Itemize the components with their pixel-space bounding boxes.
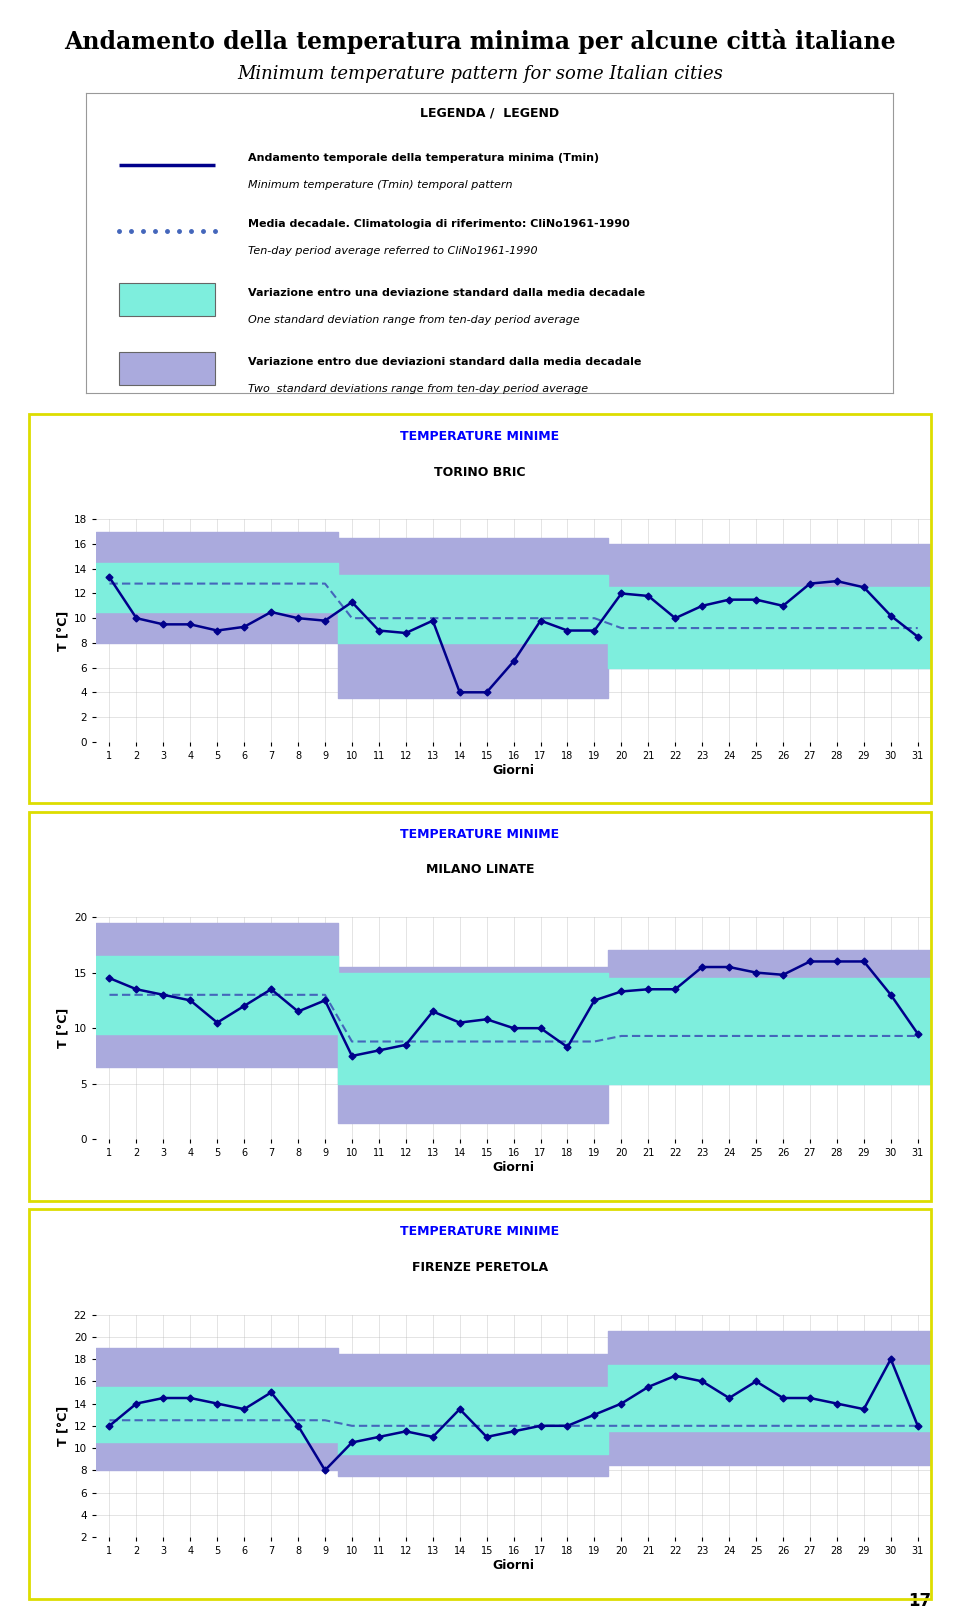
- Y-axis label: T [°C]: T [°C]: [57, 1406, 69, 1446]
- Text: TEMPERATURE MINIME: TEMPERATURE MINIME: [400, 430, 560, 443]
- Text: Andamento temporale della temperatura minima (Tmin): Andamento temporale della temperatura mi…: [248, 153, 599, 162]
- Text: TEMPERATURE MINIME: TEMPERATURE MINIME: [400, 828, 560, 841]
- Text: MILANO LINATE: MILANO LINATE: [425, 863, 535, 876]
- X-axis label: Giorni: Giorni: [492, 1558, 535, 1571]
- X-axis label: Giorni: Giorni: [492, 763, 535, 776]
- Bar: [119, 282, 215, 316]
- Text: 17: 17: [908, 1592, 931, 1610]
- Text: Variazione entro due deviazioni standard dalla media decadale: Variazione entro due deviazioni standard…: [248, 357, 641, 367]
- Text: Variazione entro una deviazione standard dalla media decadale: Variazione entro una deviazione standard…: [248, 287, 645, 297]
- Y-axis label: T [°C]: T [°C]: [57, 1008, 69, 1048]
- Text: Andamento della temperatura minima per alcune città italiane: Andamento della temperatura minima per a…: [64, 29, 896, 54]
- Text: TEMPERATURE MINIME: TEMPERATURE MINIME: [400, 1225, 560, 1238]
- Text: FIRENZE PERETOLA: FIRENZE PERETOLA: [412, 1261, 548, 1274]
- Text: TORINO BRIC: TORINO BRIC: [434, 466, 526, 479]
- Text: Media decadale. Climatologia di riferimento: CliNo1961-1990: Media decadale. Climatologia di riferime…: [248, 219, 630, 229]
- Bar: [119, 352, 215, 385]
- Text: LEGENDA /  LEGEND: LEGENDA / LEGEND: [420, 105, 559, 118]
- X-axis label: Giorni: Giorni: [492, 1160, 535, 1173]
- Text: One standard deviation range from ten-day period average: One standard deviation range from ten-da…: [248, 315, 580, 325]
- Text: Ten-day period average referred to CliNo1961-1990: Ten-day period average referred to CliNo…: [248, 245, 538, 256]
- Text: Two  standard deviations range from ten-day period average: Two standard deviations range from ten-d…: [248, 383, 588, 394]
- Y-axis label: T [°C]: T [°C]: [57, 610, 69, 651]
- Text: Minimum temperature pattern for some Italian cities: Minimum temperature pattern for some Ita…: [237, 65, 723, 83]
- Text: Minimum temperature (Tmin) temporal pattern: Minimum temperature (Tmin) temporal patt…: [248, 180, 513, 190]
